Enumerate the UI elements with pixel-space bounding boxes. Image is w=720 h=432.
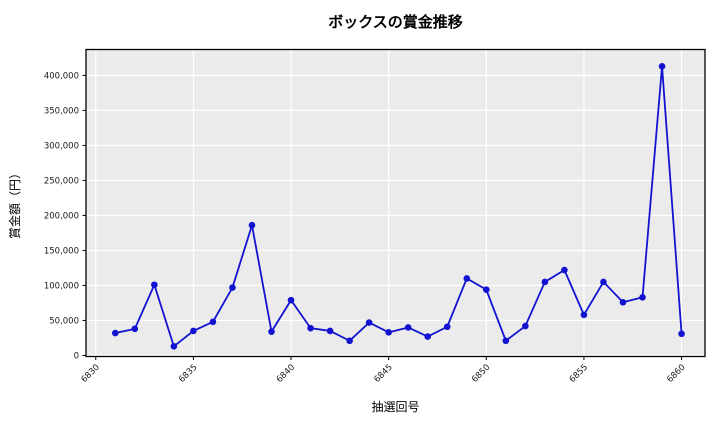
data-point [346,337,353,345]
data-point [678,330,685,338]
data-point [209,318,217,326]
y-tick-label: 50,000 [49,316,79,326]
x-tick-label: 6845 [372,363,394,385]
x-tick-label: 6860 [665,363,687,385]
y-tick-label: 350,000 [44,106,79,116]
data-point [541,278,549,286]
data-point [639,294,646,301]
chart-title: ボックスの賞金推移 [328,13,463,31]
data-point [385,329,392,336]
data-point [580,311,588,319]
y-tick-label: 0 [74,351,79,361]
plot-border [85,48,706,358]
data-point [443,323,451,331]
data-point [561,266,568,274]
data-point [131,325,139,333]
data-point [482,286,490,293]
y-tick-label: 400,000 [44,71,79,81]
y-tick-label: 300,000 [44,141,79,151]
data-point [619,298,627,306]
data-point [658,63,666,70]
data-point [424,333,432,340]
data-point [502,337,510,345]
data-point [404,324,412,331]
data-point [268,328,275,335]
x-tick-label: 6835 [177,363,199,385]
data-point [365,319,373,326]
y-tick-label: 100,000 [44,281,79,291]
data-point [248,221,256,229]
x-axis-label: 抽選回号 [371,400,420,414]
data-point [190,327,197,335]
y-tick-label: 200,000 [44,211,79,221]
series-line [115,65,683,348]
data-point [463,275,471,282]
y-tick-label: 150,000 [44,246,79,256]
data-point [326,327,334,335]
data-point [170,343,178,350]
y-tick-label: 250,000 [44,176,79,186]
data-point [151,281,158,289]
plot-area [86,49,705,357]
data-point [229,284,236,291]
x-tick-label: 6840 [275,363,297,385]
x-tick-label: 6850 [470,363,492,385]
data-point [522,322,529,330]
x-tick-label: 6830 [80,363,102,385]
x-tick-label: 6855 [568,363,590,385]
data-point [307,324,314,332]
data-point [111,329,119,337]
data-point [287,296,295,304]
data-point [600,278,607,286]
